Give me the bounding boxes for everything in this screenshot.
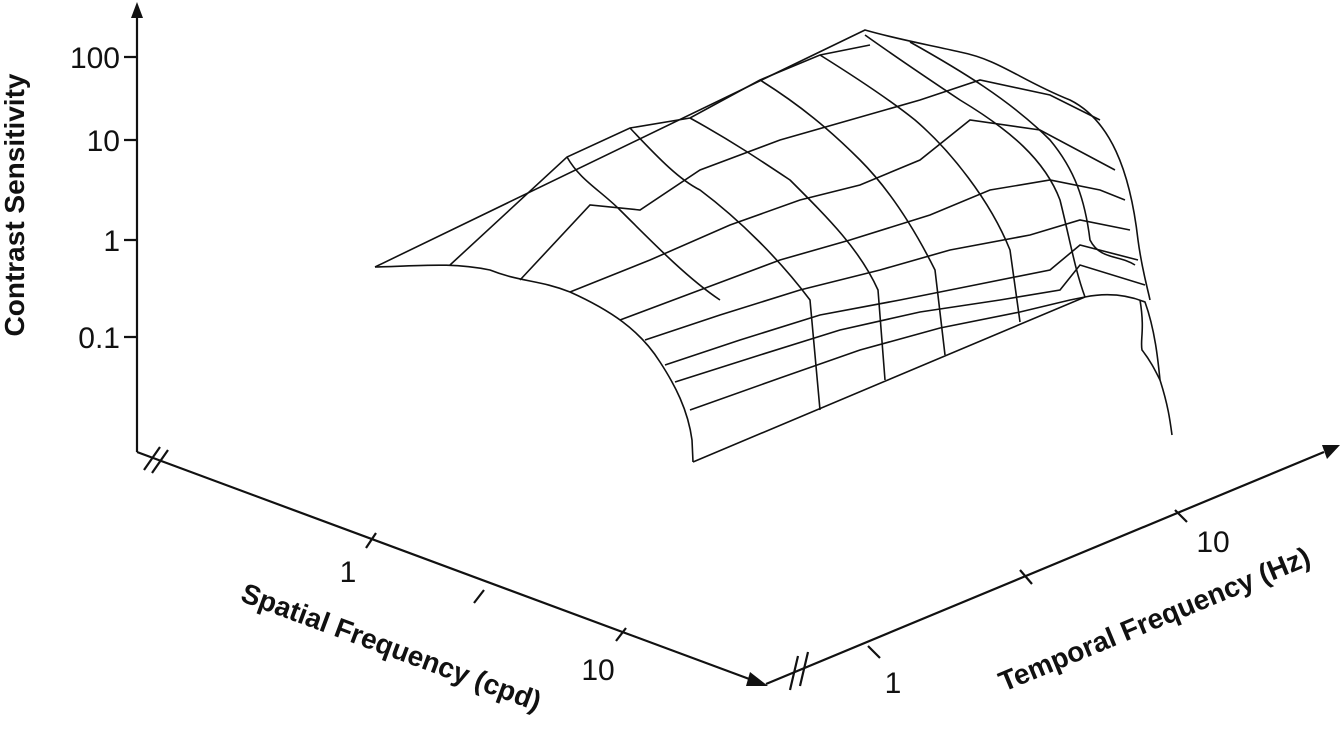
spatial-tick-label: 1 — [340, 556, 357, 589]
spatial-tick-label: 10 — [581, 654, 614, 687]
mesh-line — [759, 79, 946, 356]
mesh-line — [629, 127, 821, 411]
axis-break — [143, 446, 169, 474]
mesh-line — [864, 34, 1086, 298]
z-axis-label: Contrast Sensitivity — [0, 73, 30, 336]
mesh-line — [689, 296, 1086, 411]
z-axis-arrow — [131, 2, 143, 18]
mesh-line — [449, 44, 871, 266]
surface-edge — [692, 294, 1173, 463]
axes — [124, 2, 1340, 691]
z-ticks — [124, 55, 137, 339]
temporal-tick-label: 1 — [885, 667, 902, 700]
mesh-line — [909, 41, 1136, 266]
temporal-axis-line — [765, 450, 1325, 686]
mesh-line — [819, 54, 1021, 323]
surface-edge — [374, 264, 694, 463]
temporal-ticks — [867, 509, 1188, 659]
temporal-axis-arrow — [1322, 445, 1340, 459]
spatial-axis-arrow — [746, 672, 768, 686]
temporal-tick-label: 10 — [1196, 526, 1229, 559]
mesh-line — [519, 79, 1101, 281]
mesh-line — [1139, 299, 1161, 381]
mesh-line — [644, 219, 1131, 341]
z-tick-label: 100 — [70, 42, 120, 75]
temporal-axis-label: Temporal Frequency (Hz) — [994, 541, 1314, 697]
mesh-line — [674, 264, 1146, 383]
spatial-axis-line — [136, 450, 753, 682]
surface-mesh — [374, 29, 1173, 463]
surface-edge — [374, 29, 1151, 301]
mesh-line — [689, 117, 886, 381]
mesh-line — [569, 119, 1116, 293]
mesh-line — [619, 179, 1126, 321]
spatial-ticks — [365, 532, 627, 642]
spatial-axis-label: Spatial Frequency (cpd) — [237, 577, 545, 717]
z-tick-label: 1 — [103, 225, 120, 258]
z-tick-label: 10 — [87, 125, 120, 158]
mesh-line — [566, 156, 721, 301]
axis-break — [788, 651, 810, 691]
z-tick-label: 0.1 — [78, 322, 120, 355]
